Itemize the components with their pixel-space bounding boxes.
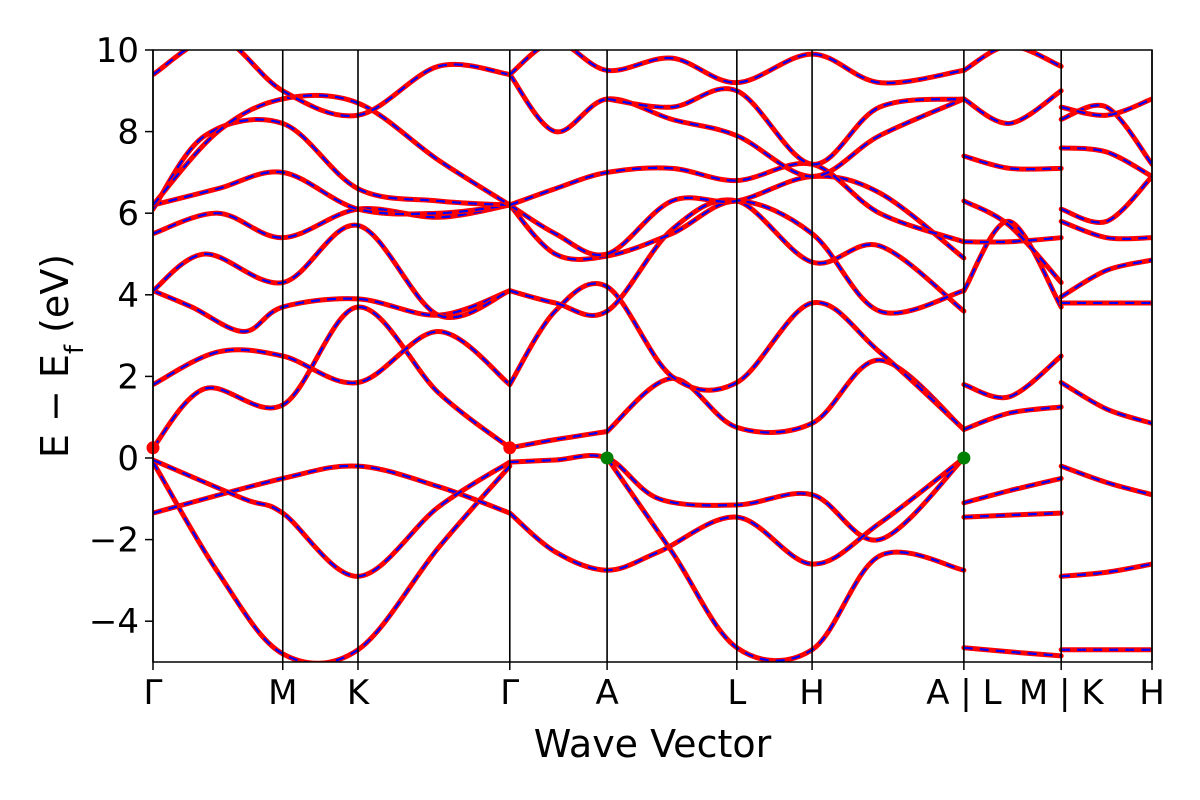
- bands-layer: [153, 50, 1152, 662]
- band-line-dashed: [508, 73, 965, 178]
- band-line-dashed: [153, 330, 511, 386]
- band-line-dashed: [1060, 220, 1152, 240]
- band-line-dashed: [153, 203, 510, 239]
- x-tick-label: K: [347, 673, 371, 713]
- x-ticks: Γ M K Γ A L H A | L M | K H: [144, 662, 1165, 713]
- band-line-dashed: [1061, 562, 1152, 578]
- band-line-dashed: [1060, 465, 1152, 496]
- band-line-dashed: [1060, 104, 1152, 165]
- band-line-dashed: [1060, 175, 1152, 224]
- plot-frame: [152, 49, 1153, 663]
- band-line: [1058, 380, 1152, 426]
- band-line: [1058, 561, 1152, 579]
- band-edge-marker: [600, 451, 614, 465]
- band-line: [961, 88, 1064, 126]
- y-tick-label: 8: [117, 113, 139, 153]
- band-line: [1058, 173, 1152, 225]
- x-tick-label: Γ: [500, 673, 519, 713]
- band-line-dashed: [509, 175, 965, 259]
- band-line: [153, 463, 513, 516]
- band-line: [153, 169, 513, 217]
- band-line-dashed: [153, 305, 511, 449]
- band-line-dashed: [153, 459, 511, 578]
- band-line-dashed: [606, 457, 965, 662]
- x-tick-label: H: [799, 673, 825, 713]
- y-axis-title: E − Ef (eV): [33, 254, 90, 458]
- band-line-dashed: [606, 358, 965, 434]
- y-tick-label: −2: [89, 521, 139, 561]
- band-line: [507, 160, 967, 245]
- band-line: [153, 329, 513, 388]
- x-tick-label: L: [727, 673, 746, 713]
- band-line-dashed: [508, 199, 965, 315]
- band-line: [604, 86, 967, 167]
- band-line-dashed: [963, 236, 1062, 244]
- band-edge-marker: [503, 441, 517, 455]
- y-tick-label: 6: [117, 194, 139, 234]
- y-axis-title-main: E − E: [33, 354, 77, 458]
- y-axis-title-unit: (eV): [33, 254, 77, 345]
- band-line-dashed: [1060, 381, 1152, 425]
- band-line-dashed: [153, 224, 511, 319]
- y-tick-label: −4: [89, 602, 139, 642]
- x-tick-label: A: [595, 673, 618, 713]
- y-axis-title-sub: f: [60, 344, 90, 354]
- y-tick-label: 4: [117, 276, 139, 316]
- x-tick-label: M: [268, 673, 297, 713]
- band-line-dashed: [963, 477, 1062, 504]
- y-tick-label: 0: [117, 439, 139, 479]
- band-line-dashed: [153, 461, 511, 662]
- marker-layer: [146, 441, 971, 465]
- band-line: [961, 404, 1064, 432]
- band-line-dashed: [153, 50, 510, 118]
- band-line-dashed: [963, 355, 1062, 399]
- band-line-dashed: [1061, 146, 1152, 178]
- band-line-dashed: [153, 170, 510, 216]
- band-line-dashed: [509, 454, 965, 542]
- band-line-dashed: [509, 430, 608, 449]
- band-line-dashed: [963, 199, 1062, 284]
- band-line: [604, 357, 967, 435]
- x-tick-label: M | K: [1019, 673, 1105, 713]
- band-line-dashed: [963, 89, 1062, 125]
- band-line: [604, 455, 967, 662]
- band-edge-marker: [957, 451, 971, 465]
- band-line-dashed: [153, 118, 510, 210]
- band-line: [961, 50, 1064, 73]
- band-line-dashed: [963, 155, 1062, 171]
- band-line-dashed: [962, 220, 1063, 308]
- band-line-dashed: [509, 50, 965, 85]
- x-tick-label: A | L: [926, 673, 1001, 713]
- x-tick-label: H: [1139, 673, 1165, 713]
- y-tick-label: 2: [117, 357, 139, 397]
- band-line: [507, 455, 967, 573]
- band-line-dashed: [963, 646, 1062, 657]
- x-tick-label: Γ: [144, 673, 163, 713]
- band-line-dashed: [963, 405, 1062, 431]
- x-axis-title: Wave Vector: [534, 722, 772, 766]
- band-line: [961, 153, 1064, 172]
- band-line: [1058, 145, 1152, 179]
- band-line-dashed: [963, 511, 1062, 519]
- y-tick-label: 10: [96, 31, 139, 71]
- band-line-dashed: [1060, 259, 1152, 298]
- band-line-dashed: [153, 94, 511, 206]
- band-line-dashed: [606, 87, 964, 166]
- band-line-dashed: [153, 464, 511, 515]
- band-line-dashed: [509, 198, 965, 317]
- y-ticks: −4 −2 0 2 4 6 8 10: [89, 31, 153, 642]
- band-line-dashed: [1060, 97, 1152, 117]
- band-line: [1058, 257, 1152, 300]
